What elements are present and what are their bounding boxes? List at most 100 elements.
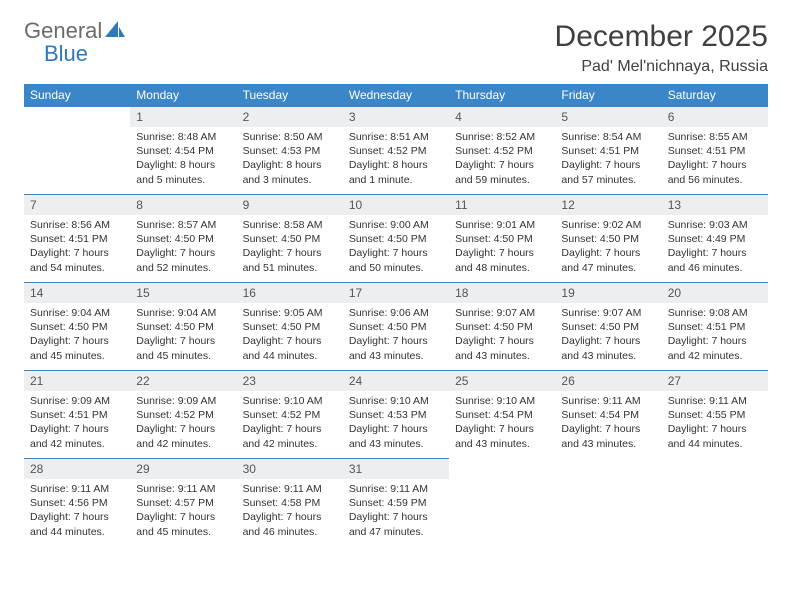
calendar-cell: 29Sunrise: 9:11 AMSunset: 4:57 PMDayligh… [130,459,236,547]
day-number: 24 [343,371,449,391]
sunrise-text: Sunrise: 9:04 AM [136,306,230,320]
day-number: 29 [130,459,236,479]
sunset-text: Sunset: 4:55 PM [668,408,762,422]
sunrise-text: Sunrise: 9:10 AM [455,394,549,408]
sunset-text: Sunset: 4:54 PM [455,408,549,422]
sunrise-text: Sunrise: 9:08 AM [668,306,762,320]
sunrise-text: Sunrise: 9:11 AM [349,482,443,496]
sunrise-text: Sunrise: 8:57 AM [136,218,230,232]
calendar-cell: 31Sunrise: 9:11 AMSunset: 4:59 PMDayligh… [343,459,449,547]
daylight-text: Daylight: 7 hours and 42 minutes. [243,422,337,450]
day-number: 14 [24,283,130,303]
day-number: 26 [555,371,661,391]
sail-icon [104,20,126,38]
sunset-text: Sunset: 4:49 PM [668,232,762,246]
brand-text: General Blue [24,20,126,66]
day-body: Sunrise: 9:11 AMSunset: 4:56 PMDaylight:… [24,479,130,545]
calendar-cell: 6Sunrise: 8:55 AMSunset: 4:51 PMDaylight… [662,107,768,195]
location: Pad' Mel'nichnaya, Russia [555,58,768,76]
sunrise-text: Sunrise: 8:55 AM [668,130,762,144]
brand-logo: General Blue [24,20,126,66]
sunrise-text: Sunrise: 8:58 AM [243,218,337,232]
weekday-header: Saturday [662,84,768,107]
day-body: Sunrise: 9:11 AMSunset: 4:55 PMDaylight:… [662,391,768,457]
daylight-text: Daylight: 7 hours and 48 minutes. [455,246,549,274]
weekday-header: Wednesday [343,84,449,107]
day-body: Sunrise: 8:56 AMSunset: 4:51 PMDaylight:… [24,215,130,281]
sunset-text: Sunset: 4:56 PM [30,496,124,510]
month-title: December 2025 [555,20,768,54]
sunrise-text: Sunrise: 9:05 AM [243,306,337,320]
day-number: 15 [130,283,236,303]
calendar-cell: 14Sunrise: 9:04 AMSunset: 4:50 PMDayligh… [24,283,130,371]
calendar-cell: 5Sunrise: 8:54 AMSunset: 4:51 PMDaylight… [555,107,661,195]
calendar-week-row: 21Sunrise: 9:09 AMSunset: 4:51 PMDayligh… [24,371,768,459]
sunrise-text: Sunrise: 9:02 AM [561,218,655,232]
day-number: 23 [237,371,343,391]
sunrise-text: Sunrise: 8:50 AM [243,130,337,144]
day-number: 1 [130,107,236,127]
daylight-text: Daylight: 7 hours and 45 minutes. [136,510,230,538]
day-body: Sunrise: 8:51 AMSunset: 4:52 PMDaylight:… [343,127,449,193]
day-body: Sunrise: 9:10 AMSunset: 4:52 PMDaylight:… [237,391,343,457]
daylight-text: Daylight: 7 hours and 42 minutes. [136,422,230,450]
sunrise-text: Sunrise: 9:11 AM [30,482,124,496]
day-body: Sunrise: 8:58 AMSunset: 4:50 PMDaylight:… [237,215,343,281]
weekday-header: Monday [130,84,236,107]
calendar-cell: 11Sunrise: 9:01 AMSunset: 4:50 PMDayligh… [449,195,555,283]
day-body: Sunrise: 9:06 AMSunset: 4:50 PMDaylight:… [343,303,449,369]
sunset-text: Sunset: 4:53 PM [243,144,337,158]
daylight-text: Daylight: 7 hours and 44 minutes. [668,422,762,450]
day-body: Sunrise: 8:50 AMSunset: 4:53 PMDaylight:… [237,127,343,193]
calendar-week-row: 1Sunrise: 8:48 AMSunset: 4:54 PMDaylight… [24,107,768,195]
sunrise-text: Sunrise: 8:56 AM [30,218,124,232]
sunset-text: Sunset: 4:58 PM [243,496,337,510]
day-body: Sunrise: 9:09 AMSunset: 4:51 PMDaylight:… [24,391,130,457]
calendar-cell: 16Sunrise: 9:05 AMSunset: 4:50 PMDayligh… [237,283,343,371]
sunrise-text: Sunrise: 9:09 AM [30,394,124,408]
day-number: 22 [130,371,236,391]
weekday-header: Tuesday [237,84,343,107]
sunset-text: Sunset: 4:50 PM [136,320,230,334]
day-number: 27 [662,371,768,391]
sunrise-text: Sunrise: 9:10 AM [243,394,337,408]
calendar-cell: 20Sunrise: 9:08 AMSunset: 4:51 PMDayligh… [662,283,768,371]
day-number: 8 [130,195,236,215]
day-body: Sunrise: 9:11 AMSunset: 4:57 PMDaylight:… [130,479,236,545]
sunset-text: Sunset: 4:50 PM [561,320,655,334]
calendar-cell: 8Sunrise: 8:57 AMSunset: 4:50 PMDaylight… [130,195,236,283]
day-number: 18 [449,283,555,303]
day-number: 9 [237,195,343,215]
day-body: Sunrise: 9:11 AMSunset: 4:58 PMDaylight:… [237,479,343,545]
day-number: 11 [449,195,555,215]
day-number: 17 [343,283,449,303]
calendar-cell: 30Sunrise: 9:11 AMSunset: 4:58 PMDayligh… [237,459,343,547]
sunset-text: Sunset: 4:50 PM [30,320,124,334]
brand-part2: Blue [44,41,88,66]
calendar-cell [24,107,130,195]
day-number: 4 [449,107,555,127]
sunset-text: Sunset: 4:52 PM [455,144,549,158]
header: General Blue December 2025 Pad' Mel'nich… [24,20,768,76]
day-body: Sunrise: 8:52 AMSunset: 4:52 PMDaylight:… [449,127,555,193]
calendar-cell: 27Sunrise: 9:11 AMSunset: 4:55 PMDayligh… [662,371,768,459]
calendar-week-row: 14Sunrise: 9:04 AMSunset: 4:50 PMDayligh… [24,283,768,371]
sunset-text: Sunset: 4:50 PM [455,232,549,246]
sunrise-text: Sunrise: 8:52 AM [455,130,549,144]
daylight-text: Daylight: 7 hours and 46 minutes. [668,246,762,274]
day-number: 16 [237,283,343,303]
sunrise-text: Sunrise: 8:54 AM [561,130,655,144]
calendar-cell: 24Sunrise: 9:10 AMSunset: 4:53 PMDayligh… [343,371,449,459]
day-number: 30 [237,459,343,479]
sunset-text: Sunset: 4:51 PM [561,144,655,158]
daylight-text: Daylight: 7 hours and 47 minutes. [561,246,655,274]
sunrise-text: Sunrise: 9:03 AM [668,218,762,232]
calendar-cell: 13Sunrise: 9:03 AMSunset: 4:49 PMDayligh… [662,195,768,283]
calendar-cell: 9Sunrise: 8:58 AMSunset: 4:50 PMDaylight… [237,195,343,283]
day-body: Sunrise: 8:54 AMSunset: 4:51 PMDaylight:… [555,127,661,193]
daylight-text: Daylight: 7 hours and 54 minutes. [30,246,124,274]
daylight-text: Daylight: 7 hours and 45 minutes. [136,334,230,362]
sunset-text: Sunset: 4:50 PM [561,232,655,246]
calendar-cell: 22Sunrise: 9:09 AMSunset: 4:52 PMDayligh… [130,371,236,459]
day-body: Sunrise: 9:01 AMSunset: 4:50 PMDaylight:… [449,215,555,281]
